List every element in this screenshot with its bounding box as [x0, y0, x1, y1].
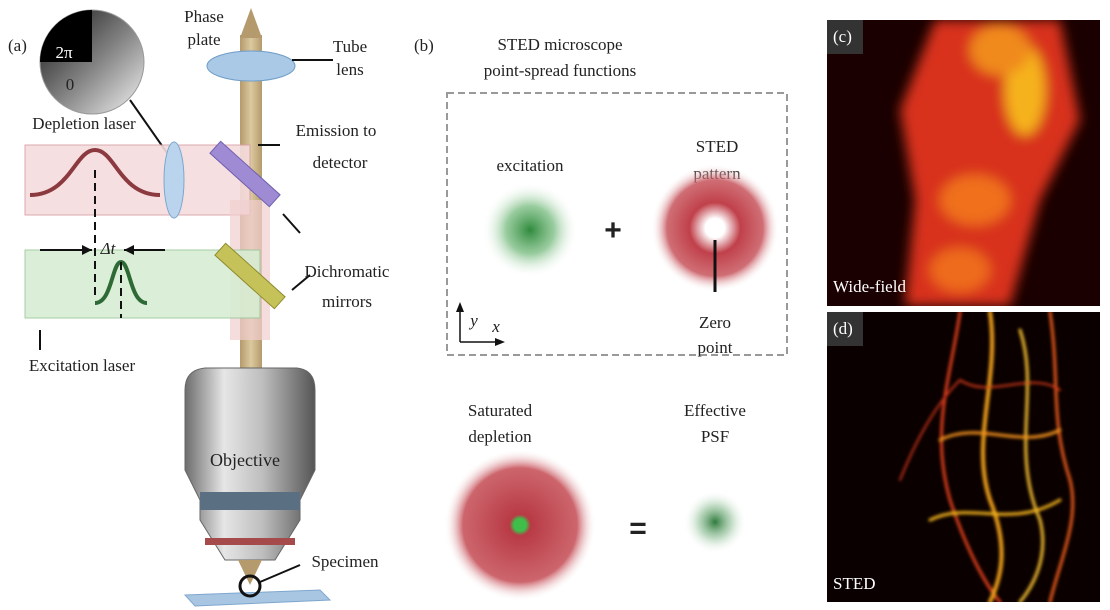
phase-label: 0: [66, 75, 75, 94]
axis-label: y: [468, 311, 478, 330]
image-label: Wide-field: [833, 277, 906, 296]
axis-label: x: [491, 317, 500, 336]
label: Saturated: [468, 401, 533, 420]
panel-tag: (c): [833, 27, 852, 46]
title: point-spread functions: [484, 61, 637, 80]
label: Δt: [100, 239, 117, 258]
image-label: STED: [833, 574, 876, 593]
panel-a: (a) 2π 0 Phase plate Tube lens Emission …: [8, 7, 390, 606]
label: Excitation laser: [29, 356, 136, 375]
objective-ring: [200, 492, 300, 510]
operator: +: [604, 214, 622, 247]
label: plate: [187, 30, 220, 49]
panel-d: (d) STED: [827, 312, 1100, 602]
arrow-head: [456, 302, 464, 312]
panel-tag: (b): [414, 36, 434, 55]
label: mirrors: [322, 292, 372, 311]
label: point: [698, 338, 733, 357]
label: lens: [336, 60, 363, 79]
pointer: [260, 565, 300, 582]
label: PSF: [701, 427, 729, 446]
saturated-psf: [444, 449, 596, 601]
panel-tag: (d): [833, 319, 853, 338]
panel-c: (c) Wide-field: [827, 20, 1100, 306]
figure: (a) 2π 0 Phase plate Tube lens Emission …: [0, 0, 1110, 610]
label: Zero: [699, 313, 731, 332]
label: Tube: [333, 37, 367, 56]
phase-label: 2π: [55, 43, 73, 62]
beam-tip: [240, 8, 262, 38]
phase-plate-optic: [164, 142, 184, 218]
panel-b: (b) STED microscope point-spread functio…: [414, 35, 787, 601]
label: depletion: [468, 427, 532, 446]
label: Effective: [684, 401, 746, 420]
label: Depletion laser: [32, 114, 136, 133]
tube-lens: [207, 51, 295, 81]
label: Dichromatic: [305, 262, 390, 281]
excitation-psf: [482, 182, 578, 278]
label: Phase: [184, 7, 224, 26]
label: excitation: [496, 156, 564, 175]
pointer: [283, 214, 300, 233]
operator: =: [629, 512, 647, 545]
panel-tag: (a): [8, 36, 27, 55]
label: Specimen: [311, 552, 379, 571]
label: detector: [313, 153, 368, 172]
label: Objective: [210, 450, 280, 470]
objective-ring: [205, 538, 295, 545]
label: STED: [696, 137, 739, 156]
label: Emission to: [296, 121, 377, 140]
title: STED microscope: [497, 35, 622, 54]
effective-psf: [683, 490, 747, 554]
arrow-head: [495, 338, 505, 346]
image-sted: [827, 312, 1100, 602]
